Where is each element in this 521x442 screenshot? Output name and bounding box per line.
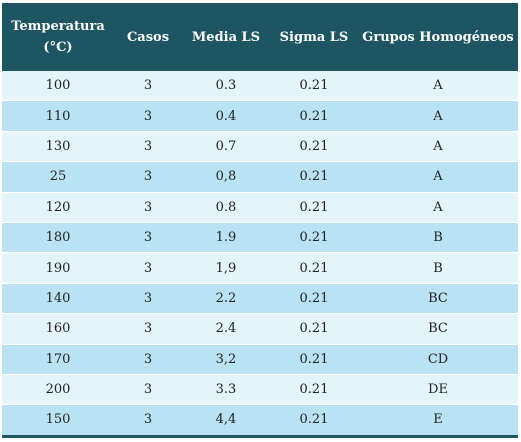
cell-grupo: BC: [358, 313, 518, 345]
cell-grupo: A: [358, 131, 518, 163]
cell-grupo: DE: [358, 374, 518, 406]
cell-sigma-ls: 0.21: [270, 192, 358, 223]
cell-grupo: A: [358, 161, 518, 193]
cell-media-ls: 4,4: [182, 404, 270, 438]
cell-temperatura: 180: [2, 222, 114, 254]
cell-sigma-ls: 0.21: [270, 71, 358, 102]
header-row: Temperatura (°C) Casos Media LS Sigma LS…: [2, 3, 518, 71]
table-row: 140 3 2.2 0.21 BC: [2, 283, 518, 315]
table-row: 130 3 0.7 0.21 A: [2, 131, 518, 163]
cell-grupo: A: [358, 100, 518, 132]
cell-temperatura: 170: [2, 344, 114, 375]
cell-grupo: BC: [358, 283, 518, 315]
cell-casos: 3: [114, 161, 182, 193]
cell-grupo: B: [358, 252, 518, 284]
cell-temperatura: 120: [2, 192, 114, 223]
homogeneous-groups-table: Temperatura (°C) Casos Media LS Sigma LS…: [2, 3, 518, 438]
header-grupos-homogeneos: Grupos Homogéneos: [358, 3, 518, 71]
cell-sigma-ls: 0.21: [270, 374, 358, 406]
cell-casos: 3: [114, 222, 182, 254]
cell-temperatura: 130: [2, 131, 114, 163]
cell-media-ls: 2.4: [182, 313, 270, 345]
cell-media-ls: 0.8: [182, 192, 270, 223]
cell-temperatura: 150: [2, 404, 114, 438]
cell-media-ls: 0.4: [182, 100, 270, 132]
table-row: 150 3 4,4 0.21 E: [2, 404, 518, 438]
table-row: 160 3 2.4 0.21 BC: [2, 313, 518, 345]
header-temperatura: Temperatura (°C): [2, 3, 114, 71]
cell-temperatura: 190: [2, 252, 114, 284]
table-row: 110 3 0.4 0.21 A: [2, 100, 518, 132]
cell-casos: 3: [114, 252, 182, 284]
header-media-ls: Media LS: [182, 3, 270, 71]
cell-media-ls: 2.2: [182, 283, 270, 315]
cell-temperatura: 110: [2, 100, 114, 132]
cell-sigma-ls: 0.21: [270, 313, 358, 345]
cell-media-ls: 3.3: [182, 374, 270, 406]
cell-media-ls: 0,8: [182, 161, 270, 193]
cell-sigma-ls: 0.21: [270, 222, 358, 254]
table-row: 200 3 3.3 0.21 DE: [2, 374, 518, 406]
cell-sigma-ls: 0.21: [270, 344, 358, 375]
header-casos: Casos: [114, 3, 182, 71]
cell-media-ls: 3,2: [182, 344, 270, 375]
cell-grupo: B: [358, 222, 518, 254]
cell-temperatura: 25: [2, 161, 114, 193]
cell-sigma-ls: 0.21: [270, 100, 358, 132]
header-sigma-ls: Sigma LS: [270, 3, 358, 71]
cell-media-ls: 0.3: [182, 71, 270, 102]
cell-temperatura: 200: [2, 374, 114, 406]
table-row: 100 3 0.3 0.21 A: [2, 71, 518, 102]
cell-sigma-ls: 0.21: [270, 252, 358, 284]
cell-grupo: CD: [358, 344, 518, 375]
cell-media-ls: 1.9: [182, 222, 270, 254]
cell-casos: 3: [114, 71, 182, 102]
cell-grupo: E: [358, 404, 518, 438]
cell-casos: 3: [114, 283, 182, 315]
cell-casos: 3: [114, 374, 182, 406]
cell-sigma-ls: 0.21: [270, 283, 358, 315]
cell-grupo: A: [358, 71, 518, 102]
table-row: 25 3 0,8 0.21 A: [2, 161, 518, 193]
cell-casos: 3: [114, 404, 182, 438]
cell-media-ls: 0.7: [182, 131, 270, 163]
cell-media-ls: 1,9: [182, 252, 270, 284]
cell-temperatura: 140: [2, 283, 114, 315]
cell-casos: 3: [114, 192, 182, 223]
cell-sigma-ls: 0.21: [270, 404, 358, 438]
table-header: Temperatura (°C) Casos Media LS Sigma LS…: [2, 3, 518, 71]
cell-sigma-ls: 0.21: [270, 131, 358, 163]
cell-sigma-ls: 0.21: [270, 161, 358, 193]
table-row: 120 3 0.8 0.21 A: [2, 192, 518, 223]
cell-grupo: A: [358, 192, 518, 223]
cell-casos: 3: [114, 100, 182, 132]
cell-casos: 3: [114, 131, 182, 163]
cell-temperatura: 100: [2, 71, 114, 102]
table-body: 100 3 0.3 0.21 A 110 3 0.4 0.21 A 130 3 0.7 0.21 A 25 3 0…: [2, 71, 518, 438]
cell-temperatura: 160: [2, 313, 114, 345]
table-row: 170 3 3,2 0.21 CD: [2, 344, 518, 375]
table-row: 190 3 1,9 0.21 B: [2, 252, 518, 284]
cell-casos: 3: [114, 344, 182, 375]
cell-casos: 3: [114, 313, 182, 345]
table-row: 180 3 1.9 0.21 B: [2, 222, 518, 254]
